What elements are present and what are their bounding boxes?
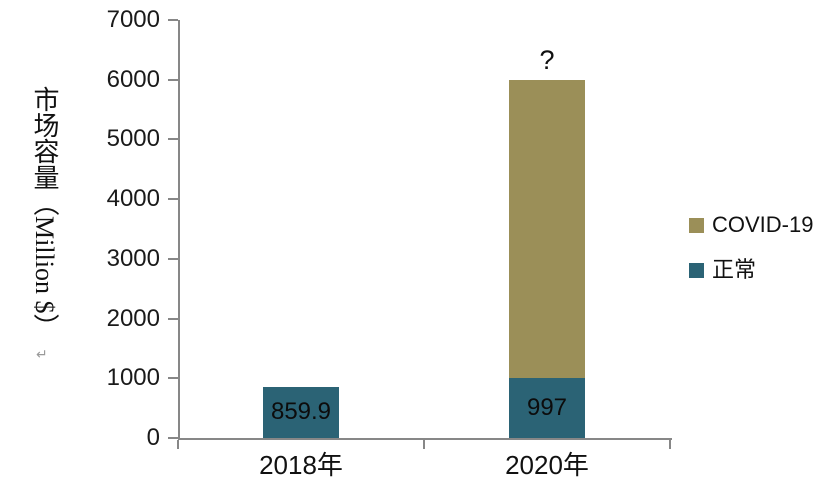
y-tick-label: 4000 — [106, 185, 160, 213]
legend-swatch — [689, 217, 704, 233]
y-tick-label: 1000 — [106, 364, 160, 392]
x-tick-mark — [669, 440, 671, 449]
legend-label: 正常 — [712, 257, 757, 282]
y-tick-label: 6000 — [106, 65, 160, 93]
y-tick-mark — [168, 198, 178, 201]
x-tick-mark — [423, 440, 425, 449]
y-tick-label: 3000 — [106, 244, 160, 272]
y-tick-label: 2000 — [106, 304, 160, 332]
x-tick-mark — [177, 440, 179, 449]
y-tick-mark — [168, 317, 178, 320]
x-category-label: 2018年 — [259, 450, 343, 480]
bar-segment-COVID-19 — [509, 79, 585, 379]
y-tick-mark — [168, 437, 178, 439]
bar-value-label: 859.9 — [270, 398, 332, 426]
bar-segment-正常 — [509, 378, 585, 438]
paragraph-mark: ↵ — [36, 346, 48, 362]
bar-value-label: 997 — [526, 394, 568, 422]
y-tick-label: 5000 — [106, 125, 160, 153]
y-tick-mark — [168, 78, 178, 81]
legend-item: COVID-19 — [689, 212, 813, 238]
y-axis-title: 市场容量（Million $） — [30, 86, 59, 340]
y-tick-label: 7000 — [106, 6, 160, 33]
annotation-question-mark: ? — [539, 44, 555, 75]
legend-label: COVID-19 — [712, 212, 814, 237]
x-category-label: 2020年 — [505, 450, 589, 480]
plot-area — [178, 20, 672, 440]
y-tick-mark — [168, 377, 178, 380]
y-tick-mark — [168, 257, 178, 260]
y-tick-label: 0 — [146, 424, 160, 451]
legend: COVID-19 正常 — [689, 212, 813, 302]
bar-segment-正常 — [263, 386, 339, 438]
y-tick-mark — [168, 138, 178, 141]
legend-item: 正常 — [689, 257, 813, 283]
legend-swatch — [689, 262, 704, 278]
y-tick-mark — [168, 19, 178, 21]
